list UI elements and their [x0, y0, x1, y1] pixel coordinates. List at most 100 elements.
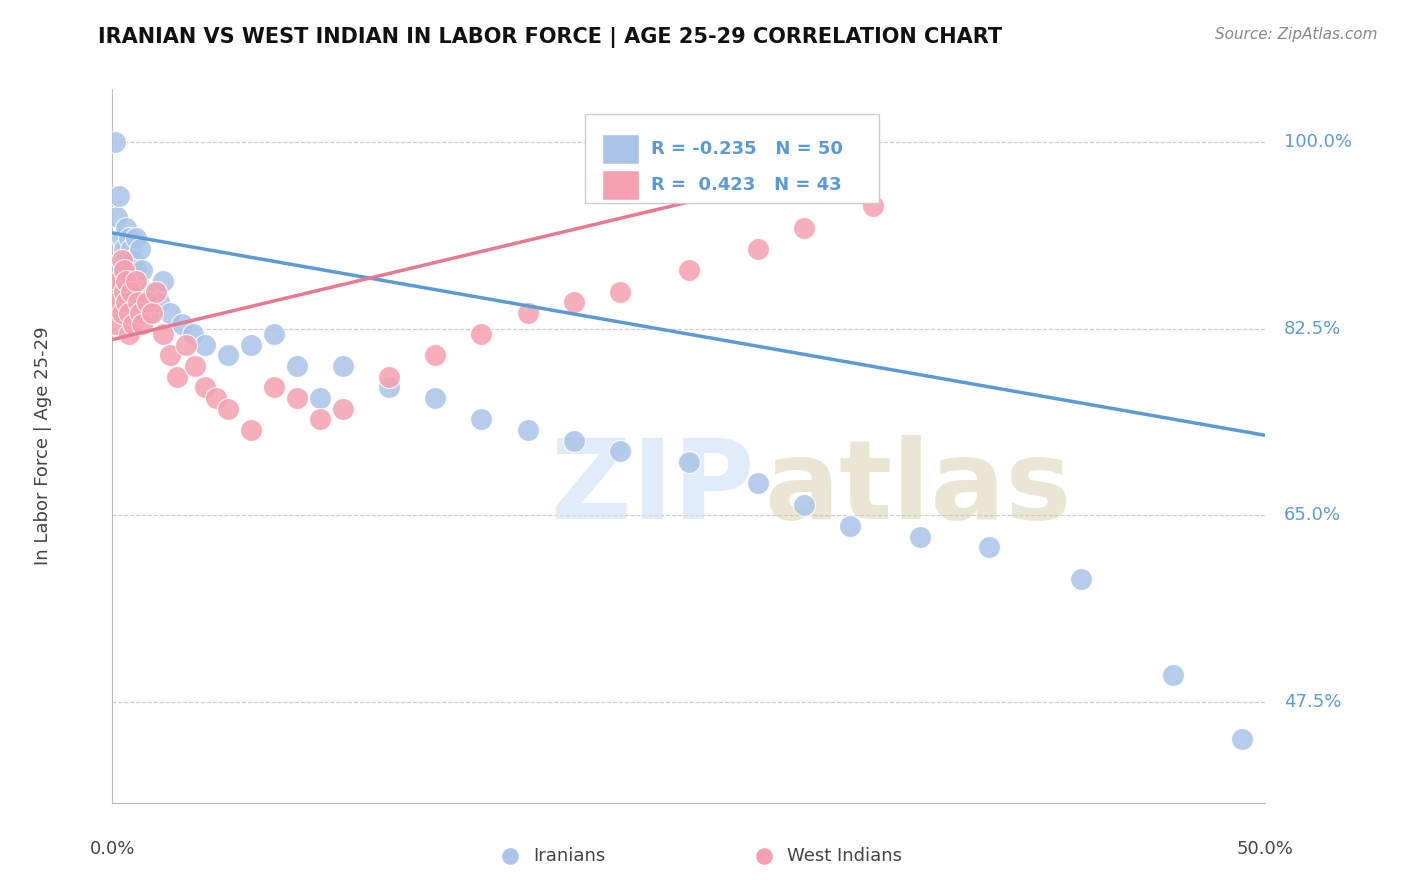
Point: [112, 263, 135, 277]
Text: 100.0%: 100.0%: [1284, 134, 1351, 152]
Point: [115, 274, 138, 288]
Point: [285, 359, 308, 373]
Point: [793, 498, 815, 512]
Point: [120, 285, 142, 299]
Text: atlas: atlas: [763, 435, 1071, 542]
Point: [217, 349, 239, 363]
Point: [263, 380, 285, 394]
Point: [239, 423, 262, 437]
Point: [194, 338, 217, 352]
Point: [117, 263, 139, 277]
Text: R = -0.235   N = 50: R = -0.235 N = 50: [651, 140, 842, 158]
Point: [111, 252, 134, 267]
Point: [309, 391, 332, 405]
Point: [124, 263, 146, 277]
Point: [138, 306, 160, 320]
FancyBboxPatch shape: [603, 170, 640, 200]
Point: [152, 327, 174, 342]
Point: [141, 306, 163, 320]
Point: [127, 295, 149, 310]
Point: [120, 274, 142, 288]
Point: [378, 380, 401, 394]
Point: [104, 317, 127, 331]
Point: [117, 327, 139, 342]
Point: [170, 317, 193, 331]
Point: [205, 391, 228, 405]
Point: [609, 285, 631, 299]
Point: [145, 285, 167, 299]
Text: Iranians: Iranians: [533, 847, 606, 865]
Point: [122, 252, 145, 267]
Text: ZIP: ZIP: [551, 435, 754, 542]
Point: [159, 349, 181, 363]
Point: [111, 274, 134, 288]
Point: [747, 242, 769, 256]
Point: [562, 434, 585, 448]
Point: [217, 401, 239, 416]
Point: [159, 306, 181, 320]
Point: [115, 295, 138, 310]
Text: In Labor Force | Age 25-29: In Labor Force | Age 25-29: [34, 326, 52, 566]
Point: [263, 327, 285, 342]
Point: [152, 274, 174, 288]
Point: [309, 412, 332, 426]
Text: 82.5%: 82.5%: [1284, 320, 1341, 338]
Point: [104, 136, 127, 150]
Point: [332, 359, 354, 373]
Point: [425, 391, 447, 405]
Point: [425, 349, 447, 363]
Point: [136, 285, 159, 299]
Point: [124, 231, 146, 245]
Point: [1232, 731, 1254, 746]
Point: [332, 401, 354, 416]
Point: [174, 338, 197, 352]
Text: IRANIAN VS WEST INDIAN IN LABOR FORCE | AGE 25-29 CORRELATION CHART: IRANIAN VS WEST INDIAN IN LABOR FORCE | …: [98, 27, 1002, 48]
Point: [129, 242, 152, 256]
Point: [678, 455, 700, 469]
Point: [131, 263, 153, 277]
FancyBboxPatch shape: [585, 114, 879, 203]
Point: [115, 252, 138, 267]
Point: [977, 540, 1000, 554]
Point: [908, 529, 931, 543]
Point: [127, 274, 149, 288]
Point: [181, 327, 204, 342]
Point: [108, 188, 131, 202]
Point: [115, 220, 138, 235]
Point: [1070, 572, 1092, 586]
Point: [124, 274, 146, 288]
Text: Source: ZipAtlas.com: Source: ZipAtlas.com: [1215, 27, 1378, 42]
Point: [143, 285, 166, 299]
Point: [105, 295, 128, 310]
Point: [122, 317, 145, 331]
Point: [470, 412, 492, 426]
Point: [609, 444, 631, 458]
Point: [516, 306, 538, 320]
Point: [793, 220, 815, 235]
Point: [1161, 668, 1184, 682]
Point: [136, 295, 159, 310]
Point: [129, 306, 152, 320]
Text: West Indians: West Indians: [787, 847, 901, 865]
Point: [108, 274, 131, 288]
Point: [131, 317, 153, 331]
Point: [562, 295, 585, 310]
Point: [112, 263, 135, 277]
Point: [120, 242, 142, 256]
Point: [862, 199, 884, 213]
Point: [678, 263, 700, 277]
Point: [194, 380, 217, 394]
Text: 0.0%: 0.0%: [90, 840, 135, 858]
Point: [117, 306, 139, 320]
Point: [239, 338, 262, 352]
Point: [148, 295, 170, 310]
Text: R =  0.423   N = 43: R = 0.423 N = 43: [651, 176, 842, 194]
FancyBboxPatch shape: [603, 134, 640, 164]
Point: [184, 359, 207, 373]
Point: [112, 285, 135, 299]
Point: [839, 519, 862, 533]
Point: [747, 476, 769, 491]
Point: [105, 210, 128, 224]
Text: 50.0%: 50.0%: [1237, 840, 1294, 858]
Text: 47.5%: 47.5%: [1284, 692, 1341, 711]
